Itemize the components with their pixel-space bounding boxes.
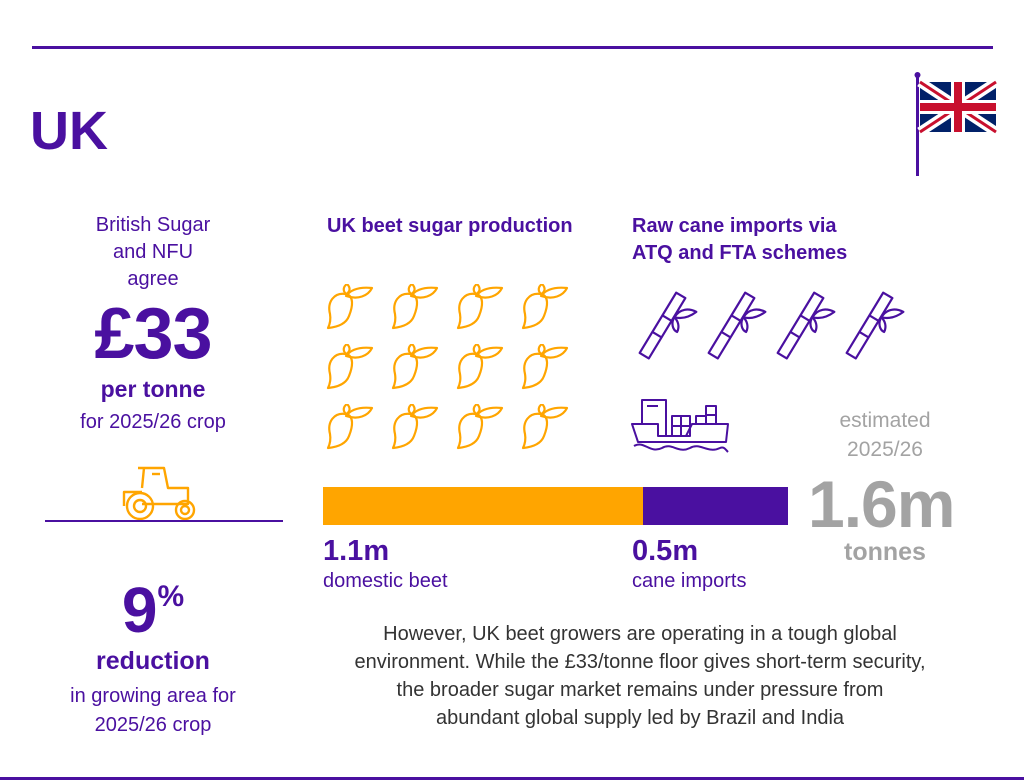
sugar-beet-icon [521, 284, 569, 330]
agreement-line-1: British Sugar [95, 214, 211, 236]
agreement-block: British Sugar and NFU agree £33 per tonn… [43, 212, 263, 436]
cane-label: cane imports [632, 570, 747, 592]
sugar-beet-icon [391, 404, 439, 450]
sugar-cane-icon [638, 291, 698, 360]
footer-line-1: However, UK beet growers are operating i… [383, 623, 897, 645]
cane-heading: Raw cane imports via ATQ and FTA schemes [632, 213, 847, 267]
sugar-beet-icon [326, 404, 374, 450]
reduction-value: 9 [121, 574, 158, 646]
reduction-percent: % [157, 580, 185, 613]
beet-heading: UK beet sugar production [327, 215, 573, 237]
beet-icon-grid [324, 284, 594, 459]
reduction-line-2: 2025/26 crop [94, 714, 212, 736]
estimate-line-2: 2025/26 [847, 438, 923, 461]
sugar-beet-icon [456, 404, 504, 450]
footer-line-3: the broader sugar market remains under p… [396, 679, 884, 701]
footer-line-4: abundant global supply led by Brazil and… [435, 707, 845, 729]
estimate-line-1: estimated [839, 409, 931, 432]
beet-label: domestic beet [323, 570, 448, 592]
price-crop: for 2025/26 crop [80, 411, 226, 433]
agreement-line-2: and NFU [112, 241, 194, 263]
agreement-line-3: agree [127, 268, 179, 290]
estimate-label: estimated 2025/26 [810, 406, 960, 464]
sugar-beet-icon [326, 344, 374, 390]
beet-value-block: 1.1m domestic beet [323, 534, 448, 595]
price-value: £33 [94, 294, 212, 374]
footer-line-2: environment. While the £33/tonne floor g… [354, 651, 926, 673]
page-title: UK [30, 101, 108, 161]
uk-flag-icon [914, 72, 998, 176]
cane-value: 0.5m [632, 535, 699, 567]
bar-segment-beet [323, 487, 643, 525]
cane-heading-line-2: ATQ and FTA schemes [632, 242, 848, 264]
bar-segment-cane [642, 487, 788, 525]
beet-value: 1.1m [323, 535, 390, 567]
sugar-beet-icon [391, 284, 439, 330]
top-divider [32, 46, 993, 49]
sugar-cane-icon [776, 291, 836, 360]
sugar-beet-icon [456, 284, 504, 330]
total-value: 1.6m [808, 467, 955, 541]
sugar-beet-icon [456, 344, 504, 390]
cane-heading-line-1: Raw cane imports via [632, 215, 837, 237]
left-divider [45, 520, 283, 522]
sugar-cane-icon [707, 291, 767, 360]
bottom-divider [0, 777, 1024, 780]
total-unit: tonnes [844, 538, 926, 566]
tractor-icon [122, 466, 196, 521]
cane-value-block: 0.5m cane imports [632, 534, 747, 595]
reduction-block: 9% reduction in growing area for 2025/26… [43, 562, 263, 740]
reduction-line-1: in growing area for [70, 685, 236, 707]
sugar-beet-icon [521, 344, 569, 390]
sugar-cane-icon [845, 291, 905, 360]
price-unit: per tonne [100, 376, 206, 402]
footer-paragraph: However, UK beet growers are operating i… [300, 620, 980, 732]
cane-icon-row [636, 290, 926, 370]
cargo-ship-icon [631, 399, 729, 453]
sugar-beet-icon [521, 404, 569, 450]
production-stacked-bar [323, 487, 788, 525]
reduction-label: reduction [96, 647, 210, 675]
sugar-beet-icon [391, 344, 439, 390]
sugar-beet-icon [326, 284, 374, 330]
